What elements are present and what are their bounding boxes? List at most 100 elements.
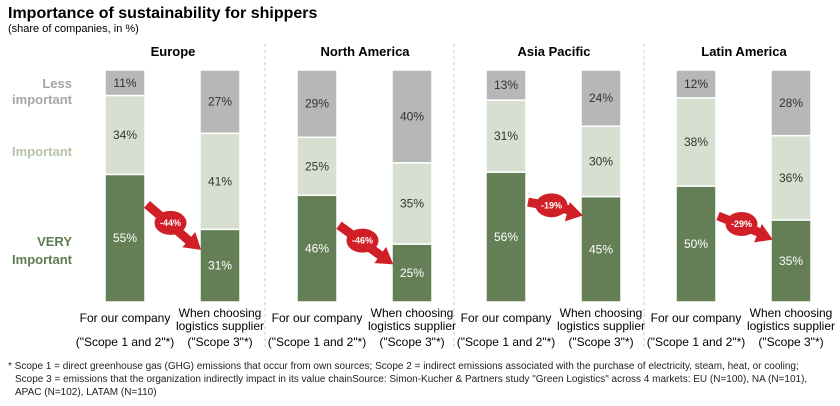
bar-segment-important: [580, 125, 622, 198]
arrow-head: [374, 246, 394, 265]
data-label: 46%: [305, 242, 329, 256]
data-label: 35%: [779, 254, 803, 268]
change-label: -44%: [160, 218, 181, 228]
region-title: Asia Pacific: [518, 44, 591, 59]
data-label: 56%: [494, 230, 518, 244]
bar-segment-important: [485, 99, 527, 173]
bar-segment-important: [675, 97, 717, 187]
data-label: 31%: [494, 129, 518, 143]
data-label: 29%: [305, 97, 329, 111]
stacked-bar: 25% 35% 40%: [391, 69, 433, 303]
stacked-bar: 45% 30% 24%: [580, 69, 622, 303]
level-label: Important: [12, 252, 73, 267]
bar-segment-very: [199, 228, 241, 303]
category-label: logistics supplier: [557, 319, 645, 333]
region-title: Europe: [151, 44, 196, 59]
data-label: 24%: [589, 91, 613, 105]
region-panels: Europe 55% 34% 11% For our company ("Scope 1 …: [76, 44, 835, 350]
stacked-bar: 56% 31% 13%: [485, 69, 527, 303]
bar-segment-less: [296, 69, 338, 139]
bar-segment-less: [580, 69, 622, 127]
bar-segment-important: [391, 162, 433, 245]
category-label: logistics supplier: [747, 319, 835, 333]
data-label: 31%: [208, 259, 232, 273]
data-label: 36%: [779, 171, 803, 185]
region-panel: Europe 55% 34% 11% For our company ("Scope 1 …: [76, 44, 264, 349]
category-label: ("Scope 1 and 2"*): [457, 335, 556, 349]
bar-segment-less: [104, 69, 146, 97]
bar-segment-very: [485, 171, 527, 303]
footnote-line: Scope 3 = emissions that the organizatio…: [15, 374, 807, 385]
region-panel: Asia Pacific 56% 31% 13% For our company ("Sc…: [457, 44, 645, 349]
level-label: Less: [42, 76, 72, 91]
data-label: 25%: [400, 266, 424, 280]
region-title: North America: [320, 44, 410, 59]
category-label: When choosing: [750, 306, 833, 320]
category-label: For our company: [272, 311, 363, 325]
data-label: 12%: [684, 77, 708, 91]
change-label: -46%: [352, 236, 373, 246]
category-label: ("Scope 1 and 2"*): [647, 335, 746, 349]
arrow-head: [182, 231, 202, 250]
bar-segment-very: [104, 173, 146, 303]
level-label: VERY: [37, 234, 72, 249]
region-panel: North America 46% 25% 29% For our company ("S…: [268, 44, 456, 349]
bar-segment-less: [675, 69, 717, 99]
category-label: ("Scope 3"*): [758, 335, 823, 349]
category-label: ("Scope 1 and 2"*): [76, 335, 175, 349]
change-arrow: -46%: [336, 221, 394, 265]
stacked-bar: 55% 34% 11%: [104, 69, 146, 303]
arrow-head: [564, 201, 583, 222]
change-badge: [154, 210, 187, 235]
data-label: 34%: [113, 128, 137, 142]
category-label: When choosing: [560, 306, 643, 320]
level-label: Important: [12, 144, 73, 159]
chart-subtitle: (share of companies, in %): [8, 23, 139, 35]
footnote-line: * Scope 1 = direct greenhouse gas (GHG) …: [8, 361, 799, 372]
change-arrow: -19%: [527, 193, 583, 222]
data-label: 27%: [208, 95, 232, 109]
change-label: -29%: [731, 219, 752, 229]
bar-segment-very: [580, 195, 622, 303]
data-label: 11%: [113, 76, 136, 90]
data-label: 40%: [400, 109, 424, 123]
arrow-head: [754, 224, 773, 243]
bar-segment-less: [391, 69, 433, 164]
category-label: ("Scope 3"*): [187, 335, 252, 349]
data-label: 41%: [208, 174, 232, 188]
footnote-line: APAC (N=102), LATAM (N=110): [15, 387, 157, 398]
category-label: logistics supplier: [176, 319, 264, 333]
footnote: * Scope 1 = direct greenhouse gas (GHG) …: [8, 361, 807, 398]
stacked-bar: 50% 38% 12%: [675, 69, 717, 303]
change-badge: [725, 211, 758, 236]
category-label: ("Scope 1 and 2"*): [268, 335, 367, 349]
data-label: 13%: [494, 78, 518, 92]
category-label: ("Scope 3"*): [568, 335, 633, 349]
bar-segment-less: [770, 69, 812, 137]
data-label: 50%: [684, 237, 708, 251]
chart-title: Importance of sustainability for shipper…: [8, 5, 317, 22]
change-badge: [346, 228, 379, 253]
data-label: 45%: [589, 242, 613, 256]
change-badge: [535, 193, 568, 218]
data-label: 38%: [684, 135, 708, 149]
bar-segment-important: [296, 136, 338, 197]
category-label: For our company: [651, 311, 742, 325]
data-label: 55%: [113, 231, 137, 245]
category-label: For our company: [461, 311, 552, 325]
bar-segment-less: [199, 69, 241, 135]
stacked-bar: 35% 36% 28%: [770, 69, 812, 303]
bar-segment-important: [770, 134, 812, 221]
category-label: For our company: [80, 311, 171, 325]
data-label: 25%: [305, 159, 329, 173]
data-label: 30%: [589, 154, 613, 168]
bar-segment-very: [391, 243, 433, 303]
bar-segment-very: [296, 194, 338, 303]
data-label: 35%: [400, 196, 424, 210]
stacked-bar: 46% 25% 29%: [296, 69, 338, 303]
category-label: When choosing: [371, 306, 454, 320]
category-label: ("Scope 3"*): [379, 335, 444, 349]
level-label: important: [12, 92, 73, 107]
